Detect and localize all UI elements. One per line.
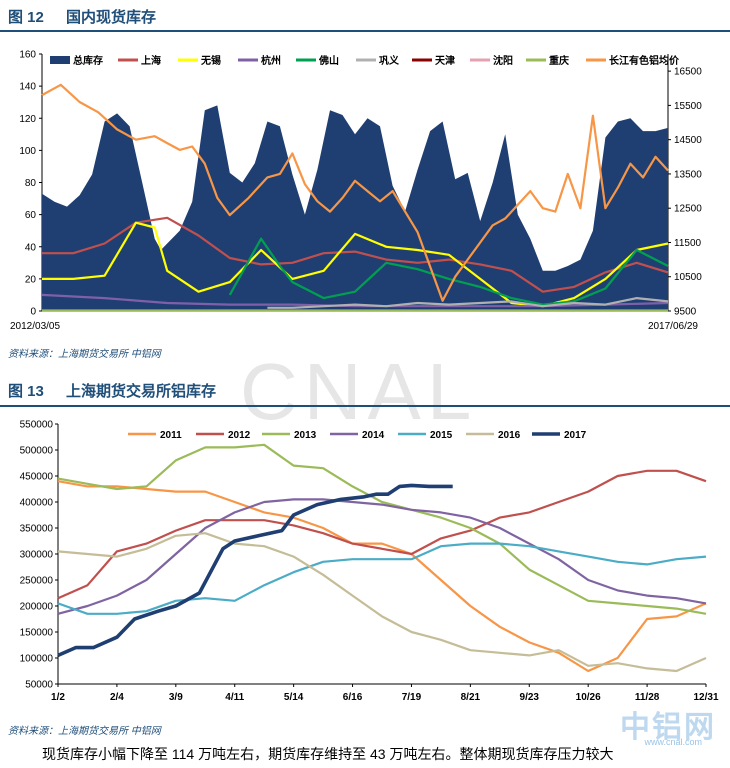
shfe-inventory-chart: 50000 100000 150000 200000 250000 300000 35000…	[20, 420, 719, 704]
figure13-label: 图 13	[8, 383, 44, 400]
x-tick-label: 4/11	[225, 692, 244, 703]
series-line	[41, 293, 669, 308]
legend-label: 杭州	[261, 54, 281, 67]
legend-label: 佛山	[318, 54, 339, 67]
x-start-label: 2012/03/05	[10, 321, 60, 332]
figure12-title: 图 12 国内现货库存	[8, 6, 156, 27]
series-line	[57, 542, 707, 615]
legend-label: 沈阳	[493, 54, 513, 67]
summary-caption: 现货库存小幅下降至 114 万吨左右，期货库存维持至 43 万吨左右。整体期现货…	[42, 746, 614, 762]
legend-label: 2015	[430, 430, 453, 441]
series-line	[57, 443, 707, 615]
legend-label: 上海	[141, 54, 161, 67]
x-tick-label: 8/21	[461, 692, 481, 703]
legend-swatch	[50, 56, 70, 64]
left-tick-label: 80	[25, 178, 37, 189]
x-tick-label: 10/26	[576, 692, 601, 703]
y-tick-label: 150000	[20, 628, 54, 639]
left-tick-label: 20	[25, 274, 37, 285]
x-tick-label: 9/23	[520, 692, 540, 703]
y-tick-label: 550000	[20, 420, 54, 431]
series-line	[42, 216, 669, 293]
x-tick-label: 7/19	[402, 692, 422, 703]
legend-label: 重庆	[549, 54, 569, 67]
y-tick-label: 450000	[20, 472, 54, 483]
series-line	[57, 480, 707, 673]
series-line	[57, 469, 707, 600]
right-tick-label: 12500	[674, 204, 702, 215]
x-tick-label: 1/2	[51, 692, 65, 703]
series-line	[41, 83, 669, 302]
y-tick-label: 400000	[20, 498, 54, 509]
right-tick-label: 15500	[674, 101, 702, 112]
legend-label: 2013	[294, 430, 317, 441]
x-tick-label: 12/31	[693, 692, 718, 703]
series-area-total-inventory	[42, 105, 668, 312]
right-tick-label: 11500	[674, 238, 702, 249]
right-tick-label: 13500	[674, 169, 702, 180]
left-tick-label: 60	[25, 210, 37, 221]
x-tick-label: 6/16	[343, 692, 363, 703]
legend-label: 无锡	[200, 54, 221, 67]
legend-label: 2011	[160, 430, 182, 441]
x-tick-label: 5/14	[284, 692, 304, 703]
left-tick-label: 40	[25, 242, 37, 253]
x-tick-label: 11/28	[635, 692, 660, 703]
legend-label: 天津	[435, 54, 455, 67]
legend-label: 2016	[498, 430, 521, 441]
left-tick-label: 140	[19, 82, 36, 93]
series-line	[57, 532, 707, 673]
series-line	[57, 498, 707, 615]
left-tick-label: 120	[19, 114, 36, 125]
legend-label: 巩义	[379, 54, 400, 67]
x-tick-label: 3/9	[169, 692, 183, 703]
cnal-brand-url: www.cnal.com	[644, 737, 702, 747]
y-tick-label: 50000	[25, 680, 53, 691]
left-tick-label: 0	[30, 307, 36, 318]
y-tick-label: 500000	[20, 446, 54, 457]
figure12-source: 资料来源：上海期货交易所 中铝网	[8, 349, 161, 360]
figure13-title-text: 上海期货交易所铝库存	[66, 383, 217, 400]
x-end-label: 2017/06/29	[648, 321, 698, 332]
figure13-rule	[0, 405, 730, 407]
legend-label: 2012	[228, 430, 251, 441]
right-tick-label: 10500	[674, 272, 702, 283]
figure12-rule	[0, 30, 730, 32]
series-line	[57, 483, 453, 658]
y-tick-label: 100000	[20, 654, 54, 665]
legend-label: 长江有色铝均价	[609, 54, 680, 67]
legend-label: 2017	[564, 430, 587, 441]
cnal-watermark: CNAL	[240, 347, 478, 436]
right-tick-label: 9500	[674, 307, 697, 318]
legend-label: 总库存	[73, 54, 103, 67]
x-tick-label: 2/4	[110, 692, 124, 703]
figure12-title-text: 国内现货库存	[66, 9, 157, 26]
right-tick-label: 16500	[674, 67, 702, 78]
left-tick-label: 100	[19, 146, 36, 157]
cnal-brand-logo: 中铝网	[620, 711, 716, 744]
y-tick-label: 300000	[20, 550, 54, 561]
legend-label: 2014	[362, 430, 385, 441]
series-line	[267, 297, 669, 309]
right-tick-label: 14500	[674, 135, 702, 146]
figure13-title: 图 13 上海期货交易所铝库存	[8, 380, 216, 401]
left-tick-label: 160	[19, 50, 36, 61]
y-tick-label: 200000	[20, 602, 54, 613]
inventory-chart: 0 20 40 60 80 100 120 140 160 9500 10500 11500 12500…	[10, 50, 702, 333]
y-tick-label: 350000	[20, 524, 54, 535]
figure13-source: 资料来源：上海期货交易所 中铝网	[8, 726, 161, 737]
y-tick-label: 250000	[20, 576, 54, 587]
figure12-label: 图 12	[8, 9, 44, 26]
